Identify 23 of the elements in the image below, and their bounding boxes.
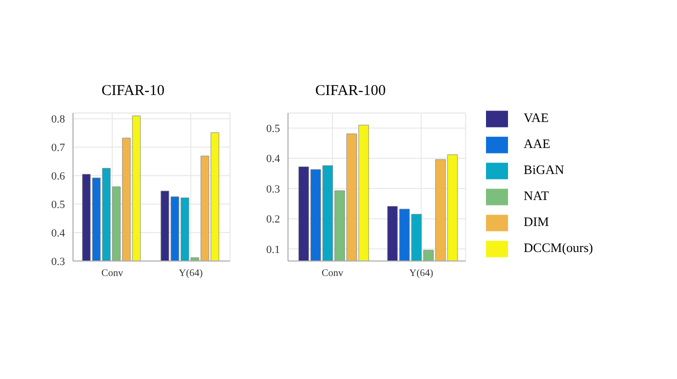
y-tick-label: 0.5 bbox=[51, 198, 66, 211]
y-tick-label: 0.2 bbox=[266, 214, 280, 226]
y-tick-label: 0.3 bbox=[266, 183, 280, 196]
legend-label: VAE bbox=[524, 110, 549, 125]
y-tick-label: 0.1 bbox=[266, 244, 280, 256]
chart-title: CIFAR-10 bbox=[100, 83, 166, 100]
legend-label: AAE bbox=[524, 136, 550, 151]
x-tick-label: Y(64) bbox=[178, 268, 203, 280]
y-tick-label: 0.5 bbox=[266, 123, 280, 136]
x-tick-label: Conv bbox=[322, 268, 344, 280]
legend-label: DIM bbox=[524, 214, 549, 229]
chart-title: CIFAR-100 bbox=[314, 83, 387, 100]
legend-label: DCCM(ours) bbox=[524, 240, 593, 255]
y-tick-label: 0.4 bbox=[266, 153, 280, 166]
x-tick-label: Y(64) bbox=[409, 268, 434, 280]
y-tick-label: 0.6 bbox=[51, 170, 66, 183]
x-tick-label: Conv bbox=[101, 268, 124, 280]
legend-label: BiGAN bbox=[524, 162, 564, 177]
y-tick-label: 0.4 bbox=[51, 227, 66, 240]
y-tick-label: 0.8 bbox=[51, 114, 66, 126]
legend-label: NAT bbox=[524, 188, 549, 203]
y-tick-label: 0.3 bbox=[51, 256, 66, 268]
y-tick-label: 0.7 bbox=[51, 142, 66, 154]
